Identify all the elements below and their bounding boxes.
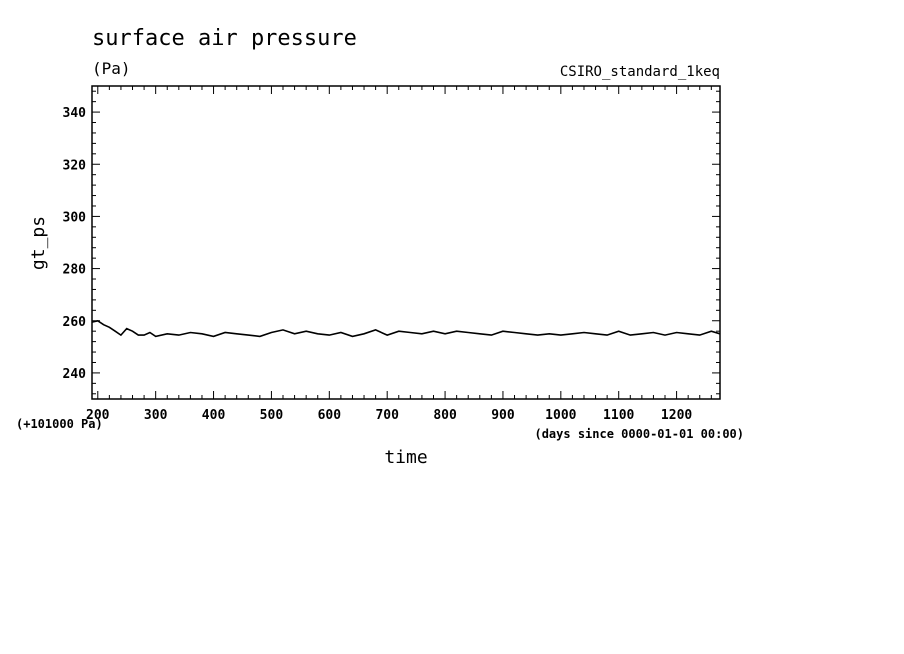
x-tick-label: 500 bbox=[260, 408, 284, 423]
x-tick-label: 400 bbox=[202, 408, 226, 423]
x-axis-label: time bbox=[384, 447, 427, 468]
x-units-label: (days since 0000-01-01 00:00) bbox=[534, 427, 744, 441]
x-tick-label: 1200 bbox=[661, 408, 692, 423]
y-tick-label: 340 bbox=[63, 106, 87, 121]
y-tick-labels: 240 260 280 300 320 340 bbox=[63, 106, 87, 382]
x-tick-label: 900 bbox=[491, 408, 515, 423]
x-tick-label: 800 bbox=[433, 408, 457, 423]
x-tick-label: 1000 bbox=[545, 408, 576, 423]
x-tick-label: 700 bbox=[375, 408, 399, 423]
x-tick-labels: 200 300 400 500 600 700 800 900 1000 1100 1200 bbox=[86, 408, 692, 423]
axis-ticks bbox=[92, 86, 720, 399]
x-tick-label: 300 bbox=[144, 408, 168, 423]
x-tick-label: 1100 bbox=[603, 408, 634, 423]
x-tick-label: 200 bbox=[86, 408, 110, 423]
series-line-gt-ps bbox=[91, 319, 721, 338]
units-label: (Pa) bbox=[92, 59, 131, 78]
plot-frame bbox=[91, 85, 721, 400]
x-tick-label: 600 bbox=[318, 408, 342, 423]
y-tick-label: 240 bbox=[63, 367, 87, 382]
y-offset-label: (+101000 Pa) bbox=[16, 417, 103, 431]
y-tick-label: 260 bbox=[63, 315, 87, 330]
chart-title: surface air pressure bbox=[92, 26, 357, 51]
y-axis-label: gt_ps bbox=[28, 216, 49, 270]
y-tick-label: 280 bbox=[63, 263, 87, 278]
y-tick-label: 320 bbox=[63, 158, 87, 173]
y-tick-label: 300 bbox=[63, 210, 87, 225]
run-name-label: CSIRO_standard_1keq bbox=[560, 64, 720, 80]
